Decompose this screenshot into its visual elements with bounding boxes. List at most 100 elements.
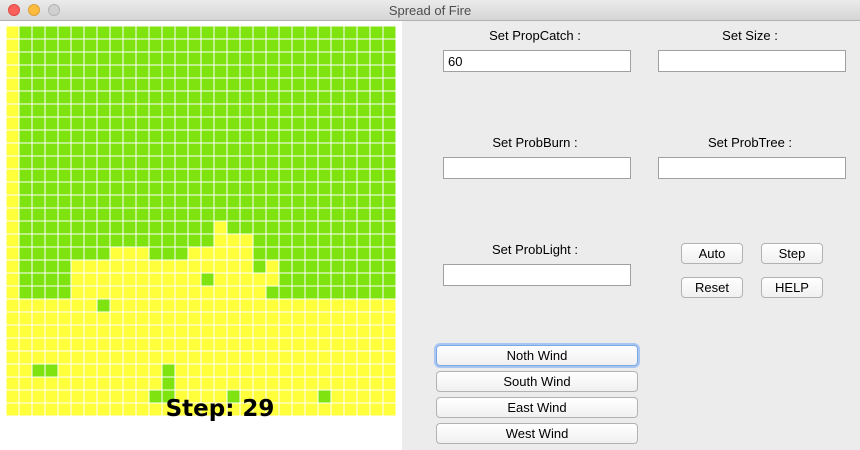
tree-cell [135,168,150,183]
empty-cell [96,259,111,274]
prob-light-input[interactable] [443,264,631,286]
empty-cell [83,298,98,313]
tree-cell [122,116,137,131]
empty-cell [382,402,396,416]
close-window-button[interactable] [8,4,20,16]
step-button[interactable]: Step [761,243,823,264]
empty-cell [6,116,20,131]
tree-cell [44,181,59,196]
tree-cell [226,77,241,92]
tree-cell [31,103,46,118]
empty-cell [226,363,241,378]
empty-cell [6,311,20,326]
tree-cell [31,168,46,183]
help-button[interactable]: HELP [761,277,823,298]
empty-cell [109,350,124,365]
tree-cell [109,64,124,79]
empty-cell [18,324,33,339]
tree-cell [317,155,332,170]
empty-cell [44,350,59,365]
empty-cell [382,324,396,339]
tree-cell [83,142,98,157]
tree-cell [44,285,59,300]
tree-cell [356,129,371,144]
tree-cell [83,181,98,196]
tree-cell [356,38,371,53]
size-input[interactable] [658,50,846,72]
tree-cell [278,181,293,196]
east-wind-button[interactable]: East Wind [436,397,638,418]
empty-cell [148,324,163,339]
tree-cell [109,181,124,196]
tree-cell [31,77,46,92]
tree-cell [213,129,228,144]
tree-cell [226,38,241,53]
prob-tree-input[interactable] [658,157,846,179]
empty-cell [187,259,202,274]
empty-cell [226,376,241,391]
minimize-window-button[interactable] [28,4,40,16]
empty-cell [213,324,228,339]
empty-cell [265,376,280,391]
empty-cell [252,376,267,391]
tree-cell [200,220,215,235]
west-wind-button[interactable]: West Wind [436,423,638,444]
empty-cell [239,259,254,274]
tree-cell [96,103,111,118]
empty-cell [330,324,345,339]
reset-button[interactable]: Reset [681,277,743,298]
tree-cell [187,233,202,248]
tree-cell [369,103,384,118]
tree-cell [382,155,396,170]
tree-cell [161,142,176,157]
tree-cell [291,272,306,287]
empty-cell [83,376,98,391]
tree-cell [213,116,228,131]
tree-cell [187,168,202,183]
empty-cell [304,298,319,313]
empty-cell [174,337,189,352]
zoom-window-button[interactable] [48,4,60,16]
tree-cell [148,142,163,157]
empty-cell [135,298,150,313]
empty-cell [382,363,396,378]
tree-cell [304,51,319,66]
tree-cell [135,38,150,53]
tree-cell [148,194,163,209]
tree-cell [31,246,46,261]
empty-cell [187,350,202,365]
empty-cell [187,376,202,391]
empty-cell [148,259,163,274]
prop-catch-input[interactable] [443,50,631,72]
tree-cell [369,220,384,235]
tree-cell [187,194,202,209]
north-wind-button[interactable]: Noth Wind [436,345,638,366]
tree-cell [31,181,46,196]
empty-cell [382,298,396,313]
tree-cell [31,363,46,378]
empty-cell [135,311,150,326]
tree-cell [213,181,228,196]
empty-cell [6,324,20,339]
tree-cell [96,181,111,196]
tree-cell [343,194,358,209]
tree-cell [356,207,371,222]
tree-cell [239,103,254,118]
tree-cell [148,155,163,170]
auto-button[interactable]: Auto [681,243,743,264]
tree-cell [369,246,384,261]
tree-cell [317,285,332,300]
tree-cell [304,142,319,157]
south-wind-button[interactable]: South Wind [436,371,638,392]
empty-cell [187,246,202,261]
tree-cell [330,272,345,287]
tree-cell [291,233,306,248]
tree-cell [174,142,189,157]
tree-cell [317,233,332,248]
tree-cell [109,77,124,92]
tree-cell [239,220,254,235]
tree-cell [96,38,111,53]
prob-burn-input[interactable] [443,157,631,179]
tree-cell [83,38,98,53]
tree-cell [304,90,319,105]
